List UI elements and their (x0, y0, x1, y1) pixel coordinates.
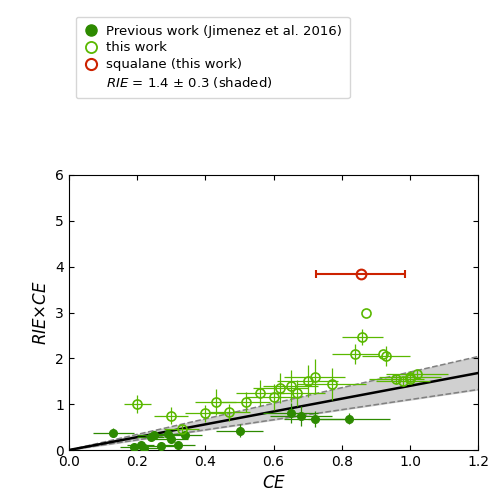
Y-axis label: $RIE{\times}CE$: $RIE{\times}CE$ (32, 280, 50, 345)
Legend: Previous work (Jimenez et al. 2016), this work, squalane (this work), $RIE$ = 1.: Previous work (Jimenez et al. 2016), thi… (75, 16, 350, 98)
X-axis label: $CE$: $CE$ (262, 474, 285, 492)
